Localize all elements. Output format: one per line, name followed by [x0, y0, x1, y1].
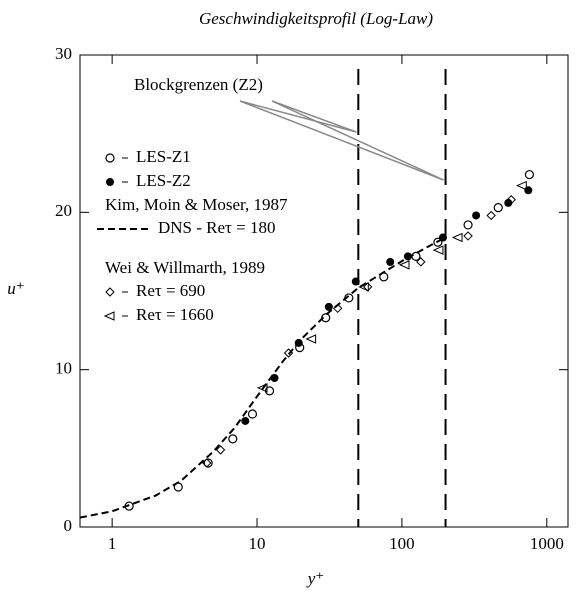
- marker: [358, 282, 369, 292]
- marker: [283, 348, 294, 358]
- arrow: [271, 100, 444, 181]
- chart-title: Geschwindigkeitsprofil (Log-Law): [199, 9, 433, 28]
- x-axis-label: y⁺: [306, 569, 325, 588]
- marker: [403, 252, 412, 261]
- marker: [416, 257, 426, 267]
- legend-swatch: [106, 178, 114, 186]
- marker: [451, 232, 463, 243]
- marker: [463, 231, 473, 241]
- legend-group-title: Kim, Moin & Moser, 1987: [105, 195, 288, 214]
- marker: [256, 383, 268, 393]
- legend-group-title: Wei & Willmarth, 1989: [105, 258, 265, 277]
- x-tick-label: 10: [249, 534, 266, 553]
- marker: [411, 251, 421, 261]
- legend-label: Reτ = 1660: [136, 305, 214, 324]
- marker: [324, 302, 333, 311]
- marker: [463, 220, 473, 230]
- marker: [228, 434, 238, 444]
- marker: [432, 245, 444, 255]
- marker: [202, 458, 212, 468]
- marker: [516, 180, 527, 191]
- marker: [305, 334, 317, 344]
- marker: [247, 409, 258, 419]
- marker: [351, 277, 360, 286]
- x-tick-label: 1: [108, 534, 117, 553]
- legend-label: Reτ = 690: [136, 281, 205, 300]
- arrow: [239, 100, 444, 181]
- plot-frame: [79, 54, 569, 528]
- y-axis-label: u⁺: [7, 279, 24, 298]
- marker: [506, 195, 516, 205]
- marker: [398, 260, 410, 270]
- marker: [504, 198, 513, 207]
- legend-label: DNS - Reτ = 180: [158, 218, 275, 237]
- marker: [472, 211, 481, 220]
- marker: [524, 186, 533, 195]
- annotation: Blockgrenzen (Z2): [134, 75, 263, 94]
- arrow: [271, 100, 357, 133]
- marker: [493, 203, 503, 213]
- legend-swatch: [103, 311, 115, 321]
- legend-label: LES-Z2: [136, 171, 191, 190]
- legend-label: LES-Z1: [136, 147, 191, 166]
- marker: [524, 169, 534, 180]
- y-tick-label: 0: [64, 516, 73, 535]
- y-tick-label: 20: [55, 201, 72, 220]
- dns-line: [79, 238, 443, 519]
- y-tick-label: 30: [55, 44, 72, 63]
- x-tick-label: 100: [389, 534, 415, 553]
- x-tick-label: 1000: [530, 534, 564, 553]
- marker: [203, 458, 213, 468]
- y-tick-label: 10: [55, 359, 72, 378]
- arrow: [239, 100, 357, 133]
- legend-swatch: [105, 287, 115, 297]
- marker: [332, 303, 343, 314]
- marker: [241, 416, 250, 425]
- legend-swatch: [105, 153, 115, 163]
- marker: [486, 210, 496, 221]
- marker: [215, 445, 226, 455]
- marker: [386, 257, 395, 266]
